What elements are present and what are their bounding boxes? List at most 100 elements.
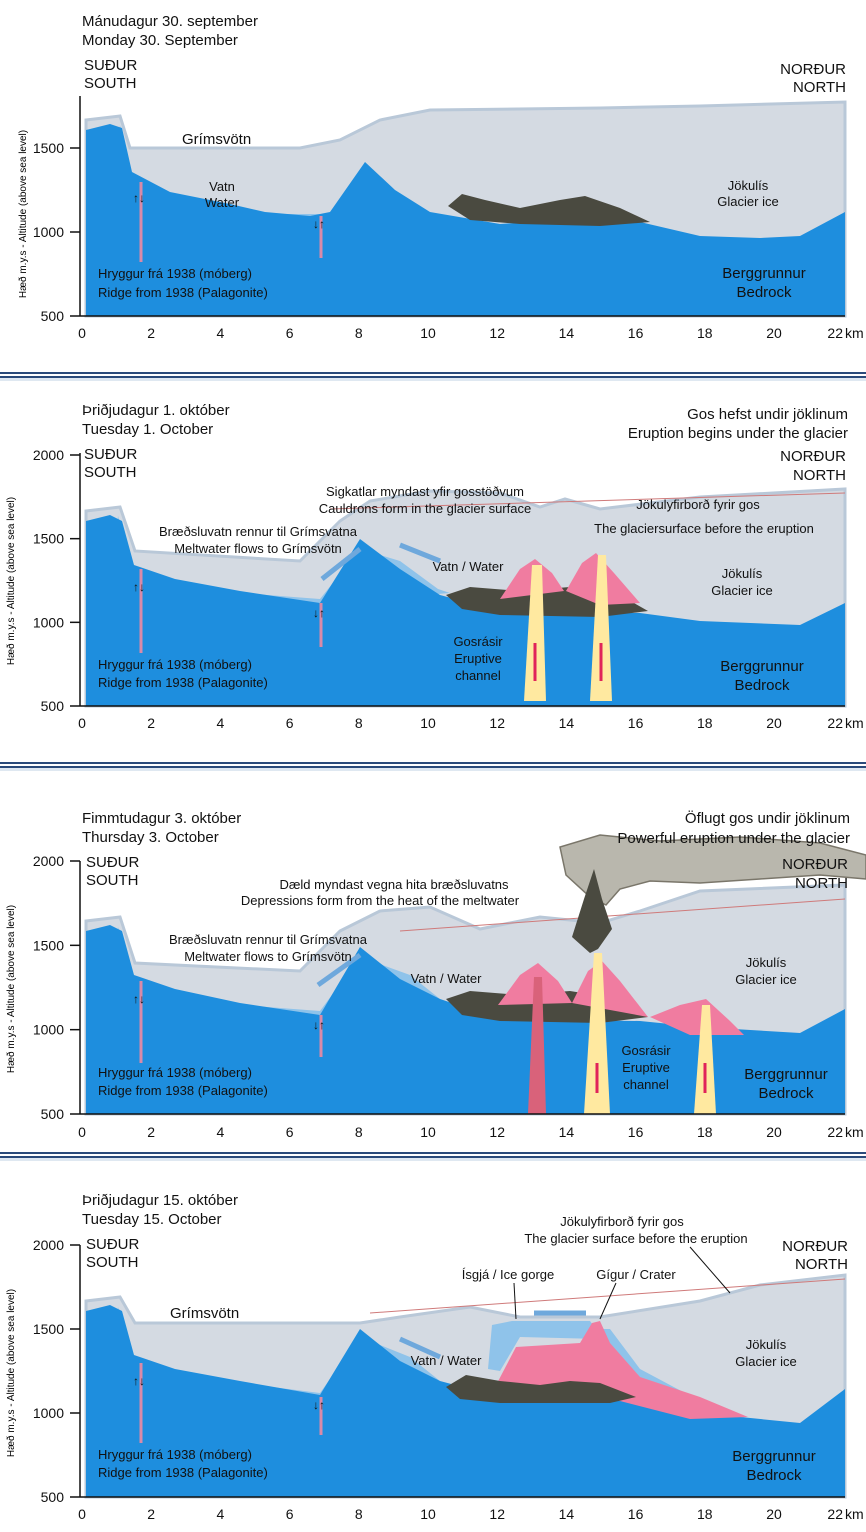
surface-label-is: Jökulyfirborð fyrir gos [636,497,760,512]
ice-label-en: Glacier ice [717,194,778,209]
panel-3-drawing: ↑↓ ↓↑ [79,834,866,1116]
cauldron-label-is: Sigkatlar myndast yfir gosstöðvum [326,484,524,499]
gorge-label: Ísgjá / Ice gorge [462,1267,555,1282]
x-tick-label: 12 [489,325,505,341]
y-tick-label: 1000 [33,1022,64,1038]
north-label-en: NORTH [793,79,846,96]
panel-1-date-en: Monday 30. September [82,32,238,49]
x-tick-label: 20 [766,715,782,731]
x-tick-labels: 0 2 4 6 8 10 12 14 16 18 20 22 [78,1124,843,1140]
x-tick-label: 6 [286,715,294,731]
channel-label-1: Gosrásir [453,634,503,649]
channel-label-1: Gosrásir [621,1043,671,1058]
x-tick-label: 10 [420,325,436,341]
ice-label-is: Jökulís [746,955,787,970]
y-axis-title: Hæð m.y.s - Altitude (above sea level) [5,497,17,665]
y-tick-label: 2000 [33,1237,64,1253]
x-tick-label: 8 [355,1506,363,1522]
y-axis-label: Hæð m.y.s - Altitude (above sea level) [17,130,29,298]
km-unit: km [845,715,864,731]
x-tick-label: 12 [489,715,505,731]
pre-eruption-surface [399,898,846,932]
ice-label-en: Glacier ice [735,972,796,987]
meltwater-label-is: Bræðsluvatn rennur til Grímsvatna [169,932,368,947]
north-label-en: NORTH [793,467,846,484]
x-tick-label: 18 [697,715,713,731]
x-tick-label: 18 [697,1506,713,1522]
y-tick-label: 1500 [33,937,64,953]
eruptive-channel-1 [524,565,546,701]
ridge-label-en: Ridge from 1938 (Palagonite) [98,285,268,300]
x-tick-label: 16 [628,715,644,731]
grimsvotn-label: Grímsvötn [182,131,251,148]
y-axis-title: Hæð m.y.s - Altitude (above sea level) [5,1289,17,1457]
meltwater-label-en: Meltwater flows to Grímsvötn [174,541,342,556]
panel-2-date-en: Tuesday 1. October [82,421,213,438]
y-tick-label: 500 [41,698,65,714]
depression-label-is: Dæld myndast vegna hita bræðsluvatns [279,877,509,892]
y-tick-label: 500 [41,1489,65,1505]
north-label-en: NORTH [795,1256,848,1273]
x-tick-label: 12 [489,1124,505,1140]
bedrock-label-en: Bedrock [758,1085,814,1102]
x-tick-label: 10 [420,715,436,731]
surface-pointer [689,1246,731,1294]
south-label-is: SUÐUR [84,446,138,463]
x-tick-label: 18 [697,325,713,341]
bedrock-label-is: Berggrunnur [744,1066,827,1083]
x-tick-label: 2 [147,715,155,731]
ridge-arrows-north: ↓↑ [313,1018,325,1032]
channel-label-2: Eruptive [454,651,502,666]
x-tick-label: 18 [697,1124,713,1140]
meltwater-arrow-2 [399,542,441,564]
panel-3-date-en: Thursday 3. October [82,829,219,846]
x-tick-label: 2 [147,325,155,341]
magma-body-3 [650,999,744,1035]
gorge-pointer [513,1282,517,1320]
south-label-is: SUÐUR [86,1236,140,1253]
water-label-is: Vatn [209,179,235,194]
x-tick-label: 22 [827,1124,843,1140]
pre-eruption-surface [329,492,846,510]
x-tick-label: 12 [489,1506,505,1522]
y-axis-label: Hæð m.y.s - Altitude (above sea level) [5,905,17,1073]
bedrock-layer [86,124,845,316]
ice-label-is: Jökulís [728,178,769,193]
hyaloclastite-mound [448,194,650,226]
ridge-label-is: Hryggur frá 1938 (móberg) [98,1447,252,1462]
surface-label-is: Jökulyfirborð fyrir gos [560,1214,684,1229]
bedrock-layer [86,925,845,1114]
panel-4-date-is: Þriðjudagur 15. október [82,1192,238,1209]
y-axis-label: Hæð m.y.s - Altitude (above sea level) [5,1289,17,1457]
water-label: Vatn / Water [433,559,504,574]
surface-label-en: The glaciersurface before the eruption [594,521,814,536]
y-axis-label: Hæð m.y.s - Altitude (above sea level) [5,497,17,665]
meltwater-arrow [316,952,362,988]
crater-pointer [599,1282,617,1320]
panel-4: ↑↓ ↓↑ Þriðjudagur 15. október Tuesday 15… [5,1192,864,1522]
y-tick-label: 500 [41,308,65,324]
x-tick-label: 4 [217,715,225,731]
eruptive-channel-2 [694,1005,716,1114]
x-tick-label: 4 [217,325,225,341]
ice-label-is: Jökulís [746,1337,787,1352]
x-tick-label: 14 [559,325,575,341]
north-label-en: NORTH [795,875,848,892]
bedrock-label-is: Berggrunnur [722,265,805,282]
x-tick-label: 14 [559,1506,575,1522]
bedrock-label-en: Bedrock [746,1467,802,1484]
bedrock-label-en: Bedrock [734,677,790,694]
y-tick-label: 1500 [33,1321,64,1337]
x-tick-label: 6 [286,1506,294,1522]
y-axis-title: Hæð m.y.s - Altitude (above sea level) [5,905,17,1073]
channel-label-3: channel [623,1077,669,1092]
ridge-arrows-north: ↓↑ [313,217,325,231]
south-label-en: SOUTH [84,464,137,481]
ridge-arrows-south: ↑↓ [133,992,145,1006]
x-tick-label: 10 [420,1124,436,1140]
panel-4-date-en: Tuesday 15. October [82,1211,222,1228]
panel-1: ↑↓ ↓↑ Mánudagur 30. september Monday 30.… [17,13,864,341]
panel-2-drawing: ↑↓ ↓↑ [79,453,847,708]
event-label-en: Eruption begins under the glacier [628,425,848,442]
bedrock-label-is: Berggrunnur [732,1448,815,1465]
